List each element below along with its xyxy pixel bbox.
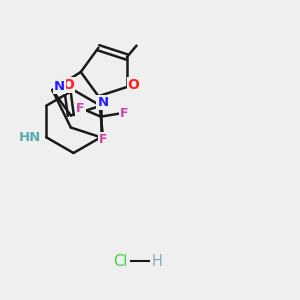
Text: Cl: Cl: [113, 254, 127, 268]
Text: HN: HN: [19, 131, 41, 144]
Text: F: F: [99, 133, 108, 146]
Text: N: N: [54, 80, 65, 94]
Text: O: O: [128, 78, 140, 92]
Text: F: F: [76, 102, 85, 116]
Text: H: H: [152, 254, 163, 268]
Text: O: O: [62, 78, 74, 92]
Text: N: N: [97, 96, 108, 109]
Text: F: F: [120, 107, 128, 120]
